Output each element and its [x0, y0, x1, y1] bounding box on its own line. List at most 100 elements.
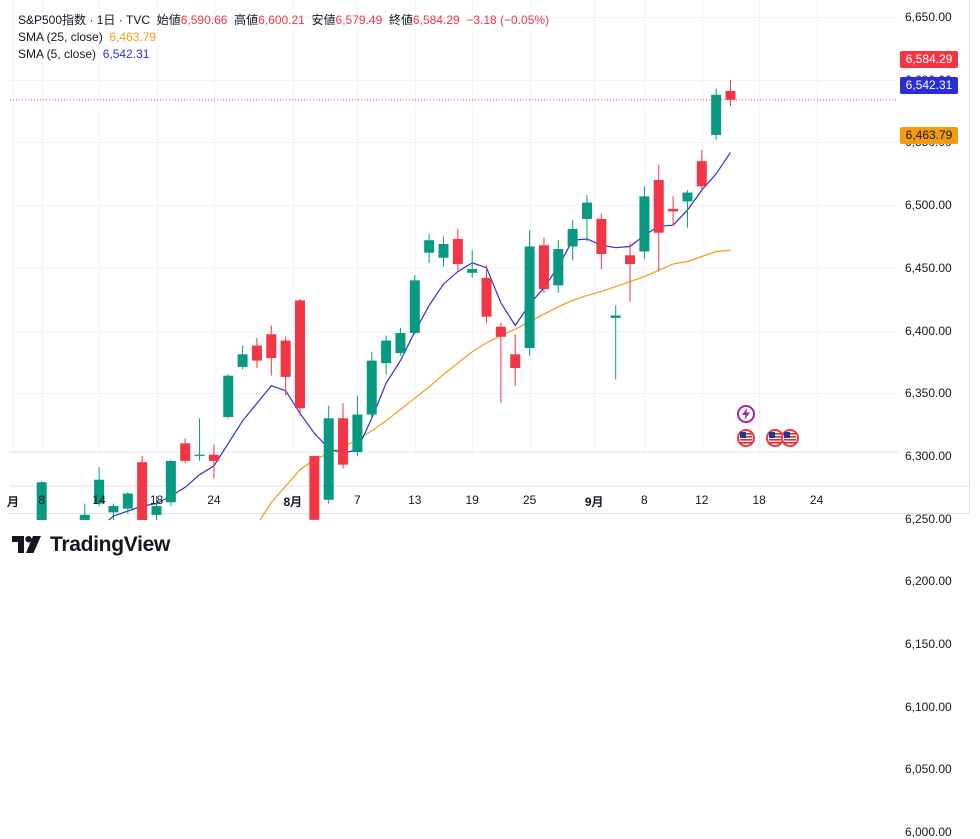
price-tick-label: 6,150.00: [905, 637, 952, 651]
us-flag-icon[interactable]: [766, 429, 784, 447]
candle[interactable]: [251, 338, 262, 369]
candle[interactable]: [524, 230, 535, 356]
sma25-legend[interactable]: SMA (25, close) 6,463.79: [18, 30, 156, 44]
candle[interactable]: [122, 492, 133, 514]
price-tick-label: 6,100.00: [905, 699, 952, 714]
candle[interactable]: [409, 275, 420, 335]
candle[interactable]: [180, 438, 191, 464]
candle-body: [582, 202, 592, 219]
candle-body: [137, 462, 148, 520]
candle-body: [79, 514, 90, 520]
candle[interactable]: [280, 336, 291, 396]
sma25-price-tag: 6,463.79: [900, 127, 958, 144]
us-flag-icon[interactable]: [781, 429, 799, 447]
candle-body: [366, 360, 377, 415]
candle[interactable]: [481, 265, 492, 323]
candle[interactable]: [582, 195, 592, 242]
time-tick-label: 19: [465, 493, 479, 507]
candle[interactable]: [553, 240, 564, 293]
candle[interactable]: [108, 503, 119, 520]
high-label: 高値: [234, 13, 259, 27]
candle[interactable]: [668, 196, 679, 226]
candle-body: [165, 460, 176, 503]
time-tick-label: 18: [752, 493, 766, 507]
candle[interactable]: [137, 455, 148, 520]
candle[interactable]: [208, 444, 219, 479]
chart-frame[interactable]: [9, 0, 970, 514]
candle-body: [395, 333, 406, 354]
sma25-line[interactable]: [13, 249, 731, 520]
candle[interactable]: [94, 467, 105, 507]
candle[interactable]: [151, 496, 162, 520]
candle[interactable]: [610, 305, 621, 380]
price-tick-label: 6,350.00: [905, 386, 952, 401]
candle-body: [409, 280, 420, 334]
candle[interactable]: [725, 79, 736, 107]
candle-body: [682, 192, 693, 202]
candle-body: [280, 340, 291, 377]
candle[interactable]: [438, 236, 449, 267]
candle-body: [180, 443, 191, 461]
candle[interactable]: [295, 299, 305, 416]
candle-body: [424, 240, 435, 253]
candle[interactable]: [223, 374, 234, 419]
symbol-label[interactable]: S&P500指数 · 1日 · TVC: [18, 13, 151, 27]
price-tick-label: 6,050.00: [905, 762, 952, 777]
candle[interactable]: [596, 213, 607, 270]
candle[interactable]: [682, 190, 693, 228]
candle[interactable]: [495, 322, 506, 404]
sma5-legend[interactable]: SMA (5, close) 6,542.31: [18, 47, 149, 61]
candle[interactable]: [424, 233, 435, 263]
candle[interactable]: [538, 237, 549, 293]
candle-body: [36, 482, 47, 520]
candle[interactable]: [194, 418, 205, 461]
sma5-line[interactable]: [13, 152, 731, 520]
candle-body: [467, 269, 478, 273]
candle[interactable]: [381, 335, 392, 375]
candle[interactable]: [165, 459, 176, 507]
candle[interactable]: [237, 345, 248, 370]
time-tick-label: 24: [207, 493, 221, 507]
candle-body: [208, 454, 219, 461]
time-tick-label: 7: [354, 493, 361, 507]
candle-body: [381, 340, 392, 364]
close-value: 6,584.29: [412, 13, 460, 27]
candle-body: [711, 94, 722, 135]
candle[interactable]: [395, 327, 406, 356]
price-tick-label: 6,650.00: [905, 10, 952, 24]
candle[interactable]: [323, 405, 334, 504]
candle[interactable]: [366, 351, 377, 419]
candle[interactable]: [467, 250, 478, 278]
candle[interactable]: [567, 220, 578, 261]
candle-body: [510, 354, 521, 369]
candle[interactable]: [452, 228, 463, 271]
candle[interactable]: [711, 88, 722, 140]
candle-body: [94, 479, 105, 504]
candle[interactable]: [510, 334, 521, 386]
candle-body: [610, 315, 621, 318]
candle-body: [495, 326, 506, 337]
us-flag-icon[interactable]: [737, 429, 755, 447]
tradingview-logo[interactable]: TradingView: [12, 533, 170, 557]
candle[interactable]: [266, 325, 277, 376]
change-value: −3.18 (−0.05%): [466, 13, 550, 27]
candle-body: [352, 414, 363, 453]
candle-body: [481, 277, 492, 317]
candle[interactable]: [79, 503, 90, 520]
candle-body: [524, 246, 535, 349]
lightning-icon[interactable]: [737, 405, 755, 423]
candle[interactable]: [625, 242, 636, 302]
price-chart[interactable]: [0, 0, 980, 520]
candle[interactable]: [36, 480, 47, 520]
candle[interactable]: [639, 186, 650, 260]
time-tick-label: 12: [695, 493, 709, 507]
price-tick-label: 6,500.00: [905, 198, 952, 213]
candle[interactable]: [309, 455, 320, 520]
candle-body: [725, 90, 736, 100]
candle[interactable]: [696, 149, 707, 192]
candle[interactable]: [653, 164, 664, 272]
candle[interactable]: [338, 403, 349, 469]
candle-body: [696, 161, 707, 187]
candle[interactable]: [352, 395, 363, 456]
high-value: 6,600.21: [258, 13, 305, 27]
